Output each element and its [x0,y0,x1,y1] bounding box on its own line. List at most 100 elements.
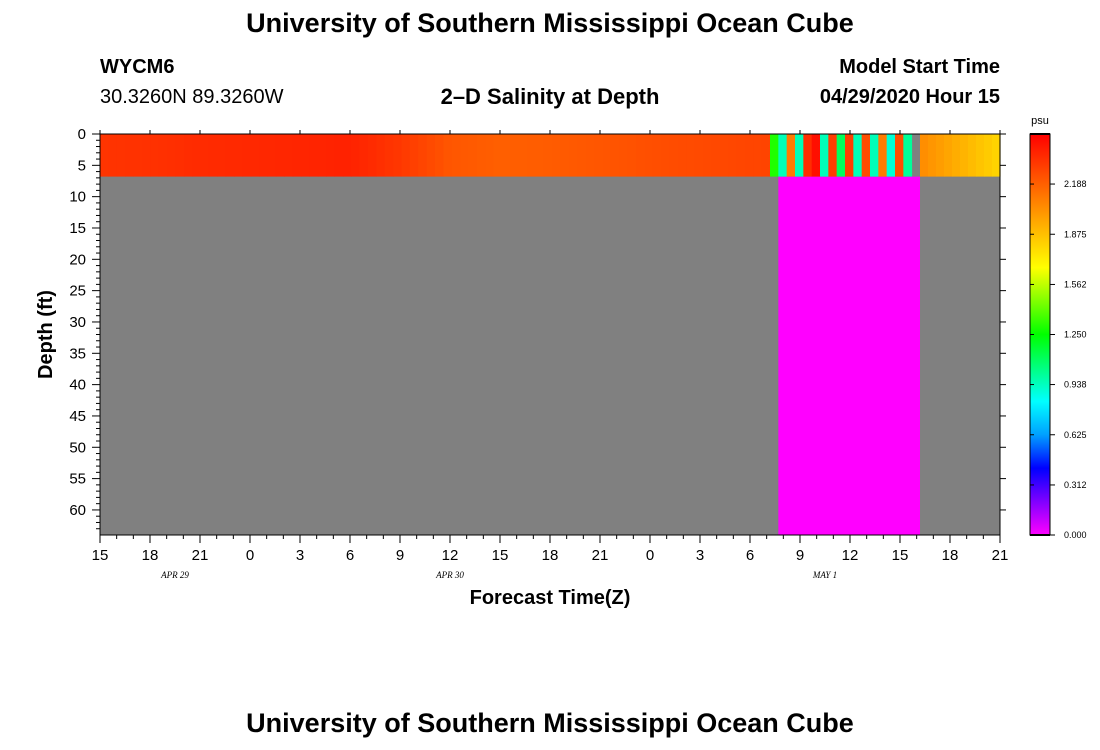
surface-cell [736,134,746,177]
surface-cell [443,134,453,177]
x-tick-label: 9 [396,547,404,564]
oscillation-cell [786,134,796,177]
y-tick-label: 55 [69,471,86,488]
surface-cell [619,134,629,177]
surface-cell [510,134,520,177]
surface-cell [409,134,419,177]
surface-cell [259,134,269,177]
surface-cell [602,134,612,177]
x-tick-label: 21 [192,547,209,564]
y-tick-label: 15 [69,220,86,237]
surface-cell [485,134,495,177]
colorbar-cap-top [1030,133,1050,135]
surface-cell [936,134,945,177]
surface-cell [309,134,319,177]
colorbar-unit-label: psu [1031,115,1049,127]
surface-cell [627,134,637,177]
x-tick-label: 3 [296,547,304,564]
surface-cell [669,134,679,177]
surface-cell [342,134,352,177]
surface-cell [944,134,953,177]
surface-cell [661,134,671,177]
x-tick-label: 0 [246,547,254,564]
colorbar-tick-label: 0.312 [1064,480,1087,490]
x-axis-label: Forecast Time(Z) [470,587,631,609]
surface-cell [334,134,344,177]
colorbar-tick-label: 1.250 [1064,330,1087,340]
colorbar-tick-label: 2.188 [1064,179,1087,189]
surface-cell [677,134,687,177]
surface-cell [133,134,143,177]
surface-cell [543,134,553,177]
surface-cell [952,134,961,177]
y-tick-label: 30 [69,314,86,331]
y-tick-label: 20 [69,251,86,268]
surface-cell [527,134,537,177]
y-tick-label: 60 [69,502,86,519]
surface-cell [158,134,168,177]
surface-cell [426,134,436,177]
dry-band-region [778,176,920,535]
surface-cell [686,134,696,177]
oscillation-cell [861,134,871,177]
surface-cell [711,134,721,177]
surface-cell [275,134,285,177]
surface-cell [577,134,587,177]
surface-cell [217,134,227,177]
surface-cell [960,134,969,177]
x-tick-label: 15 [492,547,509,564]
surface-cell [636,134,645,177]
date-label: APR 29 [160,570,189,580]
oscillation-cell [878,134,888,177]
surface-cell [744,134,754,177]
date-label: MAY 1 [812,570,837,580]
colorbar-tick-label: 0.000 [1064,530,1087,540]
surface-cell [317,134,327,177]
surface-cell [108,134,118,177]
model-start-label: Model Start Time [839,56,1000,78]
surface-cell [292,134,302,177]
oscillation-cell [770,134,779,177]
surface-cell [502,134,511,177]
surface-cell [150,134,160,177]
y-tick-label: 5 [78,157,86,174]
surface-cell [560,134,570,177]
x-tick-label: 6 [746,547,754,564]
plot-title: 2–D Salinity at Depth [440,84,660,109]
station-id: WYCM6 [100,56,175,78]
x-tick-label: 15 [892,547,909,564]
oscillation-cell [836,134,846,177]
y-axis-label: Depth (ft) [35,290,57,379]
x-tick-label: 18 [942,547,959,564]
date-label: APR 30 [435,570,464,580]
x-tick-label: 0 [646,547,654,564]
surface-cell [761,134,771,177]
surface-cell [610,134,620,177]
surface-cell [728,134,738,177]
oscillation-cell [803,134,813,177]
x-tick-label: 18 [142,547,159,564]
x-tick-label: 6 [346,547,354,564]
oscillation-cell [853,134,863,177]
y-tick-label: 25 [69,283,86,300]
heatmap-plot-area [100,134,1001,535]
colorbar-tick-label: 1.875 [1064,229,1087,239]
colorbar-tick-label: 0.938 [1064,380,1087,390]
surface-cell [234,134,243,177]
surface-cell [183,134,193,177]
surface-cell [719,134,729,177]
y-tick-label: 50 [69,439,86,456]
surface-cell [703,134,712,177]
surface-cell [250,134,260,177]
oscillation-cell [886,134,896,177]
x-tick-label: 21 [592,547,609,564]
oscillation-cell [845,134,854,177]
surface-cell [585,134,595,177]
oscillation-cell [820,134,829,177]
surface-cell [644,134,654,177]
oscillation-cell [895,134,904,177]
surface-cell [141,134,151,177]
page-title-bottom: University of Southern Mississippi Ocean… [246,708,854,738]
page-title-top: University of Southern Mississippi Ocean… [246,8,854,38]
